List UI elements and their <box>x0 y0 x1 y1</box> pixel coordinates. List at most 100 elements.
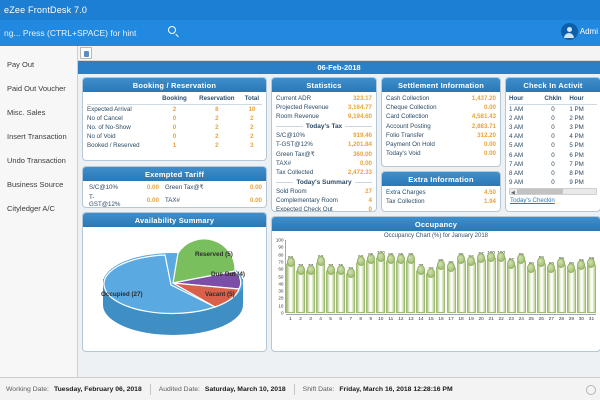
sidebar-item-insert-transaction[interactable]: Insert Transaction <box>7 131 67 141</box>
occupancy-bar-column: 100 <box>486 240 496 313</box>
table-row: Cheque Collection 0.00 <box>386 104 496 112</box>
table-row: Expected Arrival 2 8 10 <box>87 105 256 113</box>
scroll-left-arrow-icon[interactable]: ◀ <box>511 189 515 196</box>
user-avatar-icon[interactable] <box>560 23 578 40</box>
report-icon[interactable] <box>80 47 92 59</box>
sidebar-item-misc-sales[interactable]: Misc. Sales <box>7 107 46 117</box>
occupancy-x-tick: 20 <box>478 316 484 322</box>
sidebar-item-undo-transaction[interactable]: Undo Transaction <box>7 155 66 165</box>
user-menu[interactable]: Admi <box>560 23 598 40</box>
occupancy-bar-column: 95 <box>456 240 466 313</box>
checkin-table: Hour ChkIn Hour 1 AM 0 1 PM 2 AM 0 2 PM 3 AM… <box>509 94 597 187</box>
table-row: Current ADR 323.17 <box>276 95 372 103</box>
occupancy-x-tick: 8 <box>359 316 363 322</box>
occupancy-bar <box>306 264 316 313</box>
occupancy-x-axis: 1 2 3 4 5 6 7 8 9 10 11 12 13 14 15 16 17 18 19 20 21 22 23 24 2… <box>286 314 596 326</box>
sidebar-item-pay-out[interactable]: Pay Out <box>7 59 35 69</box>
section-todays-summary: Today's Summary <box>276 179 372 186</box>
occupancy-y-tick: 100 <box>275 237 284 243</box>
occupancy-x-tick: 3 <box>309 316 312 322</box>
panel-exempted-tariff: Exempted Tariff S/C@10% 0.00 Green Tax@₹… <box>82 166 267 208</box>
sidebar-item-paid-out-voucher[interactable]: Paid Out Voucher <box>7 83 66 93</box>
sidebar-item-business-source[interactable]: Business Source <box>7 179 64 189</box>
occupancy-y-tick: 60 <box>278 266 284 272</box>
statistics-table: Current ADR 323.17 Projected Revenue 3,164… <box>276 94 372 122</box>
table-row: 5 AM 0 5 PM <box>509 142 584 150</box>
occupancy-bar-column: 90 <box>536 240 546 313</box>
occupancy-bar-column: 95 <box>366 240 376 313</box>
pie-svg <box>103 238 243 335</box>
occupancy-x-tick: 17 <box>448 316 454 322</box>
occupancy-bar <box>416 264 426 313</box>
occupancy-bars: 9077779277767292951009595957772858295929… <box>286 240 596 313</box>
table-row: Expected Check Out 0 <box>276 205 372 212</box>
table-row: S/C@10% 919.46 <box>276 132 372 140</box>
occupancy-x-tick: 1 <box>289 316 292 322</box>
occupancy-x-tick: 21 <box>488 316 494 322</box>
occupancy-bar <box>436 260 446 313</box>
occupancy-bar <box>326 264 336 313</box>
search-input[interactable]: ng... Press (CTRL+SPACE) for hint <box>4 28 137 38</box>
panel-title-exempted: Exempted Tariff <box>83 167 266 181</box>
extra-table: Extra Charges 4.50 Tax Collection 1.94 <box>386 188 496 206</box>
table-row: Payment On Hold 0.00 <box>386 141 496 149</box>
shift-date-value: Friday, March 16, 2018 12:28:16 PM <box>339 385 453 393</box>
occupancy-bar-column: 88 <box>586 240 596 313</box>
table-row: Sold Room 27 <box>276 187 372 195</box>
occupancy-bar-column: 77 <box>326 240 336 313</box>
pie-label-reserved: Reserved (5) <box>195 251 233 258</box>
occupancy-y-tick: 10 <box>278 303 284 309</box>
search-icon[interactable] <box>168 26 179 37</box>
panel-booking-reservation: Booking / Reservation Booking Reservatio… <box>82 77 267 161</box>
occupancy-x-tick: 28 <box>558 316 565 322</box>
occupancy-bar-column: 88 <box>556 240 566 313</box>
occupancy-bar <box>406 254 416 313</box>
todays-checkin-link[interactable]: Today's Checkin <box>510 197 555 205</box>
user-name-label: Admi <box>579 27 598 36</box>
occupancy-bar <box>386 254 396 313</box>
scrollbar-thumb[interactable] <box>517 189 563 195</box>
occupancy-x-tick: 13 <box>408 316 414 322</box>
occupancy-y-axis: 0 10 20 30 40 50 60 70 80 90 100 <box>274 237 286 316</box>
body-row: Pay Out Paid Out Voucher Misc. Sales Ins… <box>0 46 600 377</box>
panel-availability-summary: Availability Summary R <box>82 212 267 352</box>
occupancy-x-tick: 5 <box>329 316 332 322</box>
table-row: Booked / Reserved 1 2 3 <box>87 142 254 150</box>
occupancy-x-tick: 11 <box>388 316 394 322</box>
resize-grip-icon[interactable] <box>586 385 596 395</box>
occupancy-y-tick: 50 <box>278 274 284 279</box>
occupancy-x-tick: 25 <box>528 316 534 322</box>
working-date-label: Working Date: <box>6 385 49 393</box>
todays-tax-table: S/C@10% 919.46 T-GST@12% 1,201.84 Green Ta… <box>276 131 372 177</box>
occupancy-x-tick: 9 <box>369 316 373 322</box>
sidebar: Pay Out Paid Out Voucher Misc. Sales Ins… <box>0 46 78 377</box>
exempted-row: T-GST@12% 0.00 TAX# 0.00 <box>89 193 262 208</box>
occupancy-x-tick: 14 <box>418 316 424 322</box>
checkin-horizontal-scrollbar[interactable]: ◀ <box>509 188 597 196</box>
occupancy-bar <box>516 254 526 313</box>
occupancy-bar-column: 72 <box>426 240 436 313</box>
window-title: eZee FrontDesk 7.0 <box>4 5 88 15</box>
audited-date-value: Saturday, March 10, 2018 <box>204 385 286 393</box>
occupancy-bar-column: 92 <box>316 240 326 313</box>
occupancy-bar-column: 80 <box>526 240 536 313</box>
table-row: Folio Transfer 312.20 <box>386 131 496 139</box>
section-todays-tax: Today's Tax <box>276 123 372 130</box>
sidebar-item-cityledger-ac[interactable]: Cityledger A/C <box>7 203 55 213</box>
table-header-row: Booking Reservation Total <box>87 94 262 105</box>
date-header: 06-Feb-2018 <box>78 61 600 74</box>
occupancy-y-tick: 70 <box>278 259 284 265</box>
occupancy-bar-column: 85 <box>576 240 586 313</box>
occupancy-bar <box>526 263 536 313</box>
search-bar[interactable]: ng... Press (CTRL+SPACE) for hint Admi <box>0 20 600 46</box>
occupancy-bar-column: 95 <box>516 240 526 313</box>
occupancy-bar-column: 92 <box>466 240 476 313</box>
occupancy-bar-column: 85 <box>436 240 446 313</box>
occupancy-x-tick: 6 <box>339 316 342 322</box>
table-row: No of Cancel 0 2 2 <box>87 114 254 122</box>
occupancy-x-tick: 16 <box>438 316 444 322</box>
occupancy-x-tick: 23 <box>508 316 514 322</box>
occupancy-bar-column: 82 <box>446 240 456 313</box>
panel-statistics: Statistics Current ADR 323.17 Projected R… <box>271 77 377 212</box>
